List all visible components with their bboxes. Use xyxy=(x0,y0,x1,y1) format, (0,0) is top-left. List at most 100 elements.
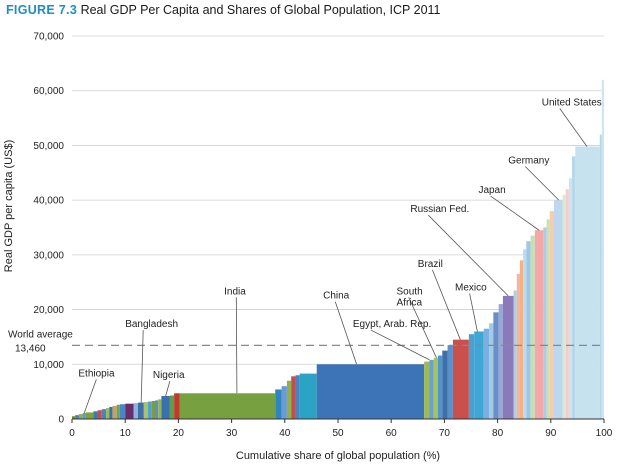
leader-line xyxy=(469,293,478,332)
bar xyxy=(516,274,520,419)
bar xyxy=(513,290,517,419)
bar xyxy=(575,146,600,419)
x-tick-label: 50 xyxy=(332,428,344,439)
figure-title-text: Real GDP Per Capita and Shares of Global… xyxy=(80,3,441,17)
bar xyxy=(299,373,317,419)
bar xyxy=(169,395,175,419)
bar xyxy=(568,178,573,419)
x-tick-label: 30 xyxy=(226,428,238,439)
bar xyxy=(530,235,535,419)
x-tick-label: 0 xyxy=(69,428,75,439)
country-leader-lines xyxy=(83,108,588,414)
bar xyxy=(493,312,499,419)
bar xyxy=(125,403,134,419)
country-label: Brazil xyxy=(418,259,443,270)
bar xyxy=(85,412,94,419)
bar xyxy=(452,339,469,419)
bar xyxy=(447,345,453,419)
bar xyxy=(286,380,292,419)
y-tick-label: 10,000 xyxy=(33,360,64,371)
bar xyxy=(489,323,494,419)
bar xyxy=(438,355,443,419)
country-label: United States xyxy=(542,97,602,108)
country-label: Egypt, Arab. Rep. xyxy=(353,319,431,330)
bar xyxy=(137,402,144,419)
bar xyxy=(97,410,102,419)
bar xyxy=(534,230,544,419)
bar xyxy=(109,406,113,419)
world-average-reference: World average 13,460 xyxy=(8,329,604,354)
bar xyxy=(174,393,180,419)
bar xyxy=(179,393,276,419)
bar xyxy=(442,350,448,419)
bar xyxy=(106,408,110,419)
y-tick-label: 40,000 xyxy=(33,196,64,207)
country-label: Nigeria xyxy=(153,370,185,381)
country-label: Africa xyxy=(397,298,423,309)
bar xyxy=(161,396,170,419)
bar xyxy=(295,375,300,419)
country-label: Germany xyxy=(508,155,549,166)
leader-line xyxy=(370,329,430,361)
axes: 0 10 20 30 40 50 60 70 80 90 100 0 10,000 20,000 30,00… xyxy=(33,32,612,440)
x-tick-label: 20 xyxy=(173,428,185,439)
bar xyxy=(553,200,563,419)
x-tick-label: 70 xyxy=(439,428,451,439)
y-axis-title: Real GDP per capita (US$) xyxy=(3,140,15,272)
country-label: China xyxy=(323,291,350,302)
country-label: Bangladesh xyxy=(125,319,178,330)
x-tick-label: 60 xyxy=(386,428,398,439)
bar xyxy=(82,412,86,419)
bar xyxy=(526,241,531,419)
bar xyxy=(78,414,83,419)
leader-line xyxy=(140,330,144,403)
bar xyxy=(275,389,282,419)
leader-line xyxy=(490,195,540,231)
bar xyxy=(316,364,425,419)
bar xyxy=(424,361,430,419)
y-tick-label: 70,000 xyxy=(33,32,64,43)
bar xyxy=(75,415,79,419)
bar xyxy=(429,359,434,419)
leader-line xyxy=(165,380,171,397)
country-label: Mexico xyxy=(455,282,487,293)
country-label: Japan xyxy=(478,185,505,196)
bar xyxy=(549,211,554,419)
bar xyxy=(483,328,490,419)
y-tick-label: 30,000 xyxy=(33,250,64,261)
bar xyxy=(433,357,439,419)
bar xyxy=(281,386,287,419)
bar xyxy=(101,409,107,419)
bar xyxy=(143,402,149,419)
y-tick-label: 20,000 xyxy=(33,305,64,316)
leader-line xyxy=(524,166,560,201)
bar xyxy=(133,403,138,419)
x-axis-title: Cumulative share of global population (%… xyxy=(236,450,440,462)
x-tick-label: 90 xyxy=(545,428,557,439)
bar xyxy=(112,405,117,419)
bar xyxy=(519,260,524,419)
bar xyxy=(546,219,550,419)
bar xyxy=(116,404,120,419)
bar xyxy=(158,399,162,419)
bar xyxy=(565,189,569,419)
x-tick-label: 80 xyxy=(492,428,504,439)
bar xyxy=(72,416,76,419)
country-label: South xyxy=(397,286,423,297)
bar xyxy=(151,400,155,419)
x-tick-label: 10 xyxy=(120,428,132,439)
leader-line xyxy=(432,269,461,340)
bar xyxy=(601,79,604,420)
country-label: Ethiopia xyxy=(78,368,115,379)
bar xyxy=(119,404,126,419)
bar xyxy=(154,400,159,419)
bar xyxy=(543,227,547,419)
country-labels: Ethiopia Bangladesh Nigeria India China Egypt… xyxy=(78,97,601,380)
leader-line xyxy=(408,297,437,358)
leader-line xyxy=(334,301,357,365)
bar xyxy=(523,249,527,419)
bar xyxy=(599,134,602,419)
leader-line xyxy=(559,108,588,147)
bar xyxy=(498,304,503,419)
